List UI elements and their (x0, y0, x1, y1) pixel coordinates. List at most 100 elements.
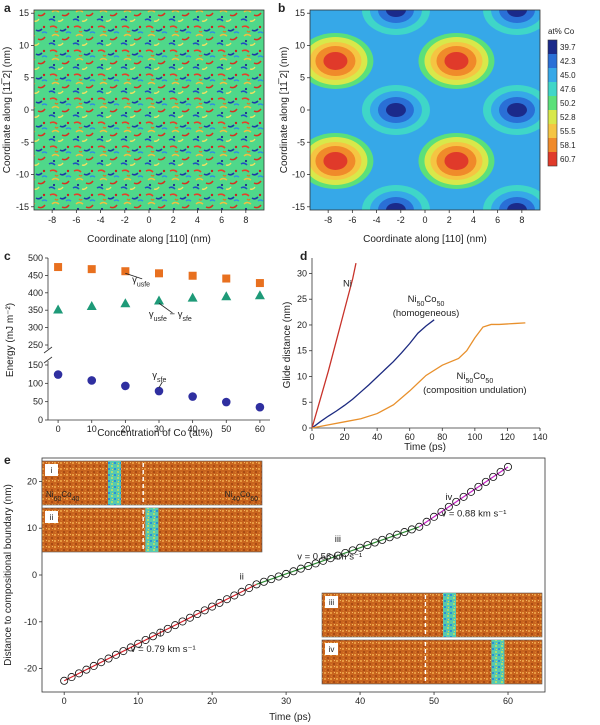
regime-label-e-i: i (159, 628, 161, 639)
inset-tag-i: i (51, 466, 53, 475)
y-tick-label-d-6: 30 (297, 268, 307, 278)
x-tick-label-a-5: 2 (171, 215, 176, 225)
colorbar-swatch-1 (548, 54, 557, 68)
data-point-e-8 (119, 647, 128, 656)
x-tick-label-b-0: -8 (324, 215, 332, 225)
heatmap-b-contour-61 (385, 203, 406, 210)
data-point-e-21 (215, 598, 224, 607)
x-tick-label-c-5: 50 (221, 424, 231, 434)
x-tick-label-a-6: 4 (195, 215, 200, 225)
arrow-usfe (125, 272, 143, 280)
y-tick-label-a-5: 10 (19, 40, 29, 50)
y-tick-label-b-0: -15 (292, 202, 305, 212)
x-tick-label-a-2: -4 (97, 215, 105, 225)
y-tick-label-c-lo-2: 100 (28, 378, 43, 388)
series-label-d-ni: Ni (343, 278, 352, 289)
x-axis-label-d: Time (ps) (404, 442, 446, 453)
arrow-sfe (158, 381, 163, 388)
point-c-0-3 (155, 269, 163, 278)
x-tick-label-b-1: -6 (348, 215, 356, 225)
fit-line-e-2 (418, 466, 509, 528)
x-tick-label-d-3: 60 (405, 432, 415, 442)
y-tick-label-e-4: 20 (27, 476, 37, 486)
x-tick-label-d-1: 20 (340, 432, 350, 442)
data-point-e-28 (267, 575, 276, 584)
y-axis-label-b: Coordinate along [11̅ 2] (nm) (278, 47, 290, 174)
y-tick-label-e-2: 0 (32, 570, 37, 580)
colorbar-swatch-6 (548, 124, 557, 138)
panel-letter-b: b (278, 1, 285, 15)
data-point-e-22 (222, 595, 231, 604)
point-c-2-6 (255, 402, 265, 412)
x-tick-label-b-3: -2 (397, 215, 405, 225)
inset-tag-bg-iii (325, 596, 338, 608)
heatmap-b-contour-49 (385, 10, 406, 17)
y-axis-label-c: Energy (mJ m⁻²) (5, 303, 16, 377)
y-tick-label-d-3: 15 (297, 346, 307, 356)
colorbar-level-4: 50.2 (560, 99, 576, 108)
colorbar-swatch-4 (548, 96, 557, 110)
panel-letter-d: d (300, 249, 307, 263)
point-c-1-6 (254, 290, 265, 300)
x-tick-label-c-0: 0 (56, 424, 61, 434)
axes-d: 0 20 40 60 80 100 120 140 0 5 10 15 20 25 30 (297, 258, 548, 442)
colorbar-level-0: 39.7 (560, 43, 576, 52)
x-tick-label-b-6: 4 (471, 215, 476, 225)
y-tick-label-a-6: 15 (19, 8, 29, 18)
x-tick-label-d-2: 40 (372, 432, 382, 442)
point-c-1-1 (86, 301, 97, 311)
point-c-1-5 (221, 291, 232, 301)
data-point-e-35 (319, 556, 328, 565)
data-point-e-39 (348, 546, 357, 555)
heatmap-b-contour-41 (507, 103, 527, 117)
data-point-e-26 (252, 580, 261, 589)
x-tick-label-a-4: 0 (146, 215, 151, 225)
x-tick-label-c-3: 30 (154, 424, 164, 434)
series-note-d-undul: (composition undulation) (423, 385, 527, 396)
x-tick-label-b-5: 2 (447, 215, 452, 225)
data-point-e-46 (400, 528, 409, 537)
y-tick-label-d-5: 25 (297, 294, 307, 304)
series-label-usfe-part: γ (132, 274, 137, 285)
x-axis-label-c: Concentration of Co (at%) (97, 428, 213, 439)
data-point-e-4 (89, 661, 98, 670)
data-point-e-38 (341, 548, 350, 557)
x-tick-label-d-0: 0 (309, 432, 314, 442)
point-c-0-5 (222, 274, 231, 283)
x-tick-label-d-4: 80 (437, 432, 447, 442)
inset-tag-bg-iv (325, 643, 338, 655)
point-c-2-1 (87, 376, 97, 385)
point-c-0-4 (188, 271, 197, 280)
heatmap-b-contour-9 (444, 51, 469, 70)
heatmap-b-contour-4 (323, 51, 348, 70)
colorbar-swatch-8 (548, 152, 557, 166)
x-axis-label-b: Coordinate along [110] (nm) (363, 234, 487, 245)
inset-band-iv (491, 640, 505, 684)
heatmap-b-contour-37 (385, 103, 406, 117)
y-tick-label-a-3: 0 (24, 105, 29, 115)
panel-b: b -8 -6 -4 -2 0 2 4 6 8 -15 -10 -5 0 5 10 15 Coordinate… (278, 1, 600, 245)
x-tick-label-a-8: 8 (243, 215, 248, 225)
data-point-e-19 (200, 606, 209, 615)
series-label-diff-part: sfe (182, 316, 191, 323)
heatmap-b-contour-22 (552, 42, 600, 80)
series-label-sfe-part: sfe (157, 377, 166, 384)
y-tick-label-c-up-2: 350 (28, 305, 43, 315)
data-point-e-55 (467, 487, 476, 496)
x-tick-label-c-4: 40 (188, 424, 198, 434)
x-tick-label-a-7: 6 (219, 215, 224, 225)
series-label-d-homog-part: Co (424, 294, 436, 305)
y-tick-label-d-1: 5 (302, 397, 307, 407)
series-label-diff-part: γ (149, 309, 154, 320)
colorbar: at% Co 39.7 42.3 45.0 47.6 50.2 52.8 55.5 58.1 6… (547, 27, 576, 167)
data-point-e-27 (259, 577, 268, 586)
y-tick-label-a-0: -15 (16, 202, 29, 212)
data-point-e-57 (481, 477, 490, 486)
x-tick-label-b-2: -4 (373, 215, 381, 225)
point-c-2-3 (154, 386, 164, 396)
data-point-e-37 (333, 551, 342, 560)
